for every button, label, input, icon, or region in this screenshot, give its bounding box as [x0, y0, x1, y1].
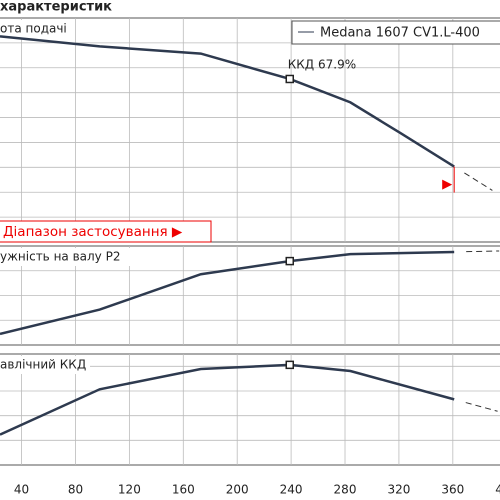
curve — [0, 250, 455, 336]
label-bg — [0, 356, 90, 374]
panel-label: ота подачі — [0, 22, 67, 36]
chart-title: характеристик — [0, 0, 112, 15]
x-tick-label: 360 — [441, 483, 464, 497]
x-tick-label: 80 — [68, 483, 83, 497]
duty-point — [285, 256, 295, 266]
range-arrow — [442, 179, 453, 190]
duty-point — [285, 360, 295, 370]
x-tick-label: 320 — [387, 483, 410, 497]
curve — [0, 363, 455, 436]
x-tick-label: 40 — [14, 483, 29, 497]
x-tick-label: 280 — [334, 483, 357, 497]
duty-point — [285, 74, 295, 84]
x-tick-label: 200 — [226, 483, 249, 497]
panel — [0, 17, 500, 243]
curve-extension — [466, 250, 500, 253]
curve-extension — [465, 402, 498, 412]
x-tick-label: 400 — [495, 483, 500, 497]
curve — [0, 35, 455, 168]
curve-extension — [464, 172, 493, 191]
legend-label: Medana 1607 CV1.L-400 — [320, 26, 480, 41]
x-tick-label: 120 — [118, 483, 141, 497]
panel-label: авлічний ККД — [0, 358, 86, 372]
range-label: Діапазон застосування ▶ — [3, 224, 183, 240]
legend-box — [291, 20, 500, 45]
x-tick-label: 160 — [172, 483, 195, 497]
label-bg — [0, 20, 75, 38]
panel — [0, 353, 500, 466]
panel — [0, 245, 500, 346]
range-box — [0, 220, 212, 243]
annotation: ККД 67.9% — [288, 57, 356, 71]
x-tick-label: 240 — [280, 483, 303, 497]
panel-label: ужність на валу P2 — [0, 250, 120, 264]
label-bg — [0, 248, 135, 266]
